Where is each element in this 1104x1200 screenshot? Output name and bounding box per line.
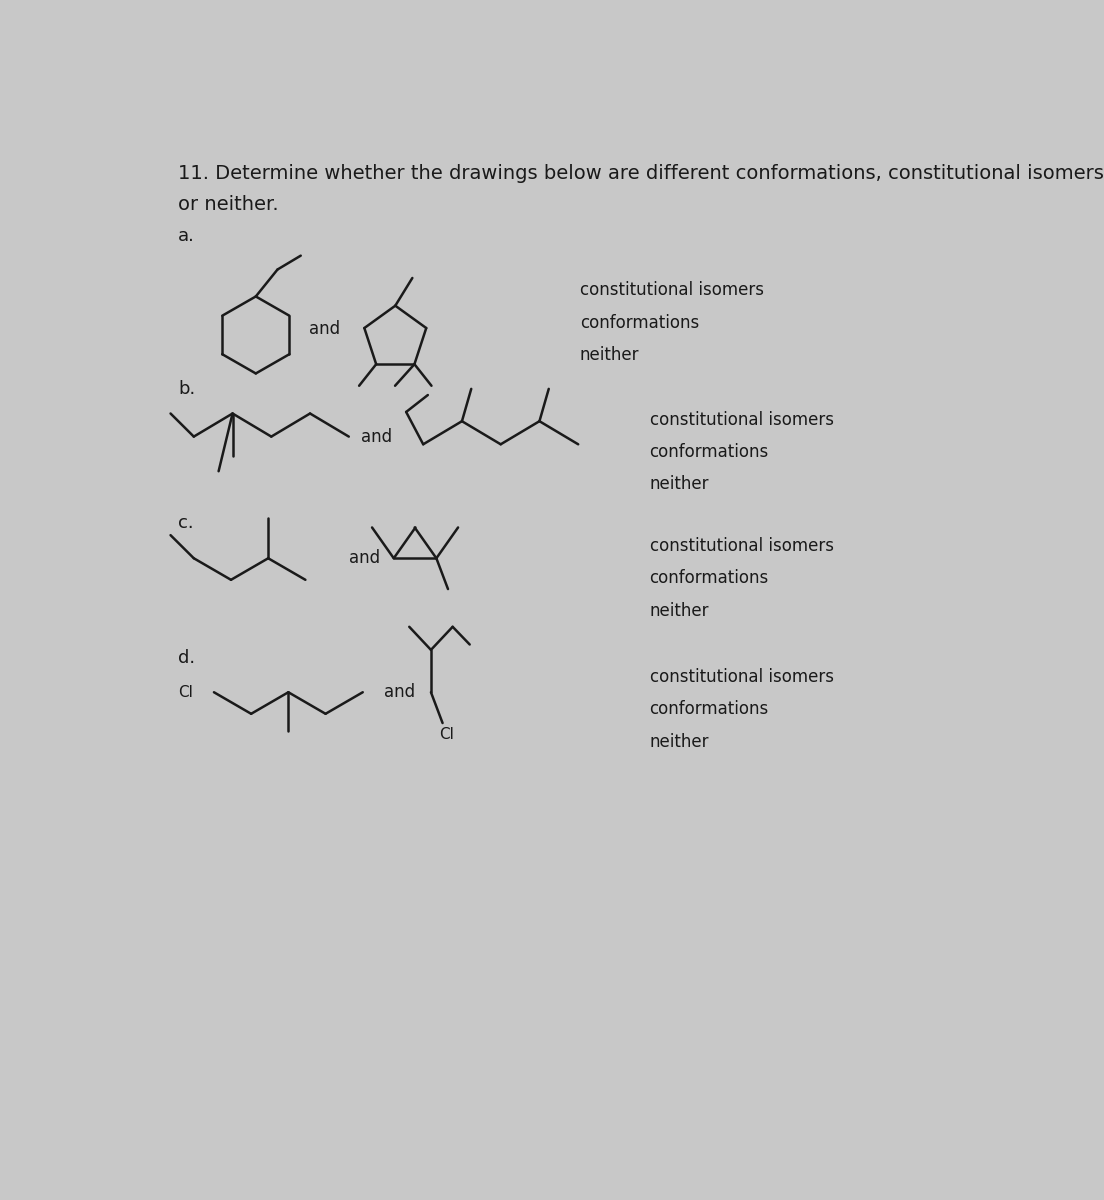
Text: neither: neither: [649, 601, 709, 619]
Text: conformations: conformations: [580, 313, 699, 331]
Text: conformations: conformations: [649, 700, 768, 718]
Text: b.: b.: [179, 380, 195, 398]
Text: and: and: [361, 427, 392, 445]
Text: constitutional isomers: constitutional isomers: [649, 410, 834, 428]
Text: constitutional isomers: constitutional isomers: [649, 536, 834, 554]
Text: Cl: Cl: [179, 685, 193, 700]
Text: neither: neither: [580, 346, 639, 364]
Text: Cl: Cl: [438, 727, 454, 742]
Text: constitutional isomers: constitutional isomers: [649, 668, 834, 686]
Text: and: and: [308, 319, 340, 338]
Text: a.: a.: [179, 227, 195, 245]
Text: and: and: [384, 683, 415, 701]
Text: c.: c.: [179, 514, 194, 532]
Text: 11. Determine whether the drawings below are different conformations, constituti: 11. Determine whether the drawings below…: [179, 163, 1104, 182]
Text: constitutional isomers: constitutional isomers: [580, 281, 764, 299]
Text: neither: neither: [649, 475, 709, 493]
Text: neither: neither: [649, 732, 709, 750]
Text: and: and: [349, 550, 380, 568]
Text: d.: d.: [179, 649, 195, 667]
Text: conformations: conformations: [649, 569, 768, 587]
Text: conformations: conformations: [649, 443, 768, 461]
Text: or neither.: or neither.: [179, 194, 279, 214]
